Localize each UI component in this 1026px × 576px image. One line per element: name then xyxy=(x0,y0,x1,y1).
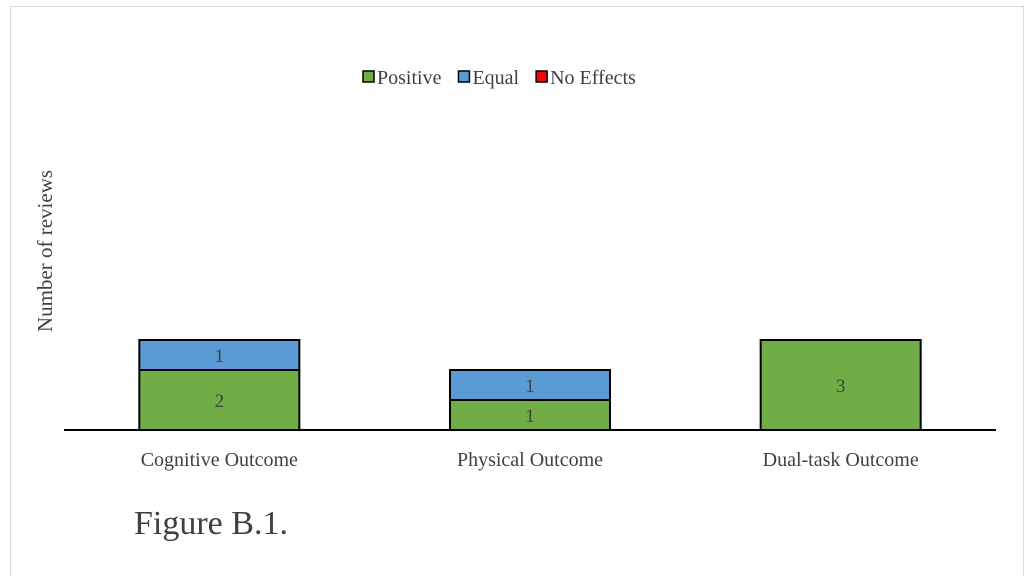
data-label: 1 xyxy=(525,376,535,397)
legend: Positive Equal No Effects xyxy=(362,67,636,89)
legend-swatch xyxy=(362,70,375,83)
data-label: 2 xyxy=(215,391,225,412)
x-tick-label: Physical Outcome xyxy=(457,449,603,471)
bar-segment xyxy=(759,339,922,431)
chart-frame xyxy=(10,6,1024,576)
data-label: 1 xyxy=(525,406,535,427)
bars: 2 1 1 1 3 xyxy=(138,339,922,431)
legend-label: Positive xyxy=(377,67,442,89)
x-tick-label: Cognitive Outcome xyxy=(141,449,298,471)
legend-swatch xyxy=(457,70,471,83)
data-label: 1 xyxy=(215,346,225,367)
x-tick-label: Dual-task Outcome xyxy=(763,449,919,471)
data-label: 3 xyxy=(836,376,846,397)
figure-caption: Figure B.1. xyxy=(134,505,288,542)
y-axis-label: Number of reviews xyxy=(33,170,57,332)
bar-segment xyxy=(449,369,611,401)
x-tick-labels: Cognitive Outcome Physical Outcome Dual-ta… xyxy=(141,449,919,471)
legend-label: Equal xyxy=(472,67,519,89)
bar-segment xyxy=(138,339,301,371)
legend-label: No Effects xyxy=(550,67,636,89)
legend-swatch xyxy=(535,70,548,83)
